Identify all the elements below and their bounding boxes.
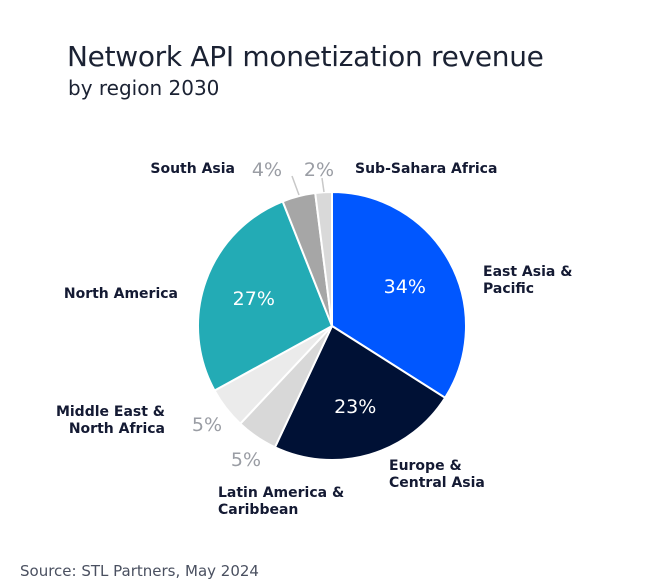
slice-label: South Asia [150,161,235,177]
slice-value-label: 34% [384,276,426,298]
slice-label: Middle East & North Africa [56,404,165,437]
leader-line [291,175,300,196]
slice-label: Latin America & Caribbean [218,485,344,518]
slice-value-label: 4% [252,159,282,181]
slice-label: East Asia & Pacific [483,264,572,297]
slice-value-label: 27% [233,288,275,310]
slice-label: Europe & Central Asia [389,458,485,491]
pie-slice-europe-central-asia [273,324,447,461]
source-note: Source: STL Partners, May 2024 [20,562,259,580]
pie-slice-north-america [197,200,334,392]
chart-subtitle: by region 2030 [68,76,220,100]
chart-title: Network API monetization revenue [67,40,544,73]
slice-label: Sub-Sahara Africa [355,161,497,177]
leader-line [321,177,325,193]
slice-value-label: 23% [334,396,376,418]
slice-value-label: 2% [304,159,334,181]
pie-slice-sub-sahara-africa [314,190,333,327]
slice-value-label: 5% [231,449,261,471]
slice-label: North America [64,286,178,302]
slice-value-label: 5% [192,414,222,436]
